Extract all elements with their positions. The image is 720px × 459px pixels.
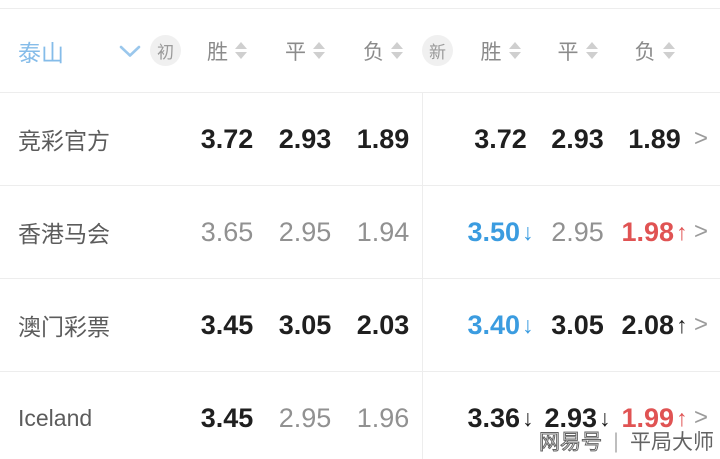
odds-initial-lose: 1.89 [356,123,410,154]
chevron-right-icon[interactable]: > [694,404,709,431]
sort-icon [508,42,521,59]
watermark-author: 平局大师 [630,431,714,454]
table-row[interactable]: 香港马会 3.65 2.95 1.94 3.50 ↓ 2.95 1.98 ↑ > [0,185,720,278]
odds-initial-win: 3.72 [200,123,254,154]
odds-latest-win: 3.40 ↓ [467,309,534,340]
odds-latest-draw: 2.93 [551,123,604,154]
odds-initial-draw: 2.95 [278,402,332,433]
odds-latest-lose: 1.89 [628,123,681,154]
odds-latest-draw: 3.05 [551,309,604,340]
up-arrow-icon: ↑ [676,218,688,245]
odds-initial-draw: 2.93 [278,123,332,154]
bookmaker-name: 竞彩官方 [18,128,110,154]
latest-odds-badge: 新 [422,35,453,66]
table-row[interactable]: 澳门彩票 3.45 3.05 2.03 3.40 ↓ 3.05 2.08 ↑ > [0,278,720,371]
table-row[interactable]: Iceland 3.45 2.95 1.96 3.36 ↓ 2.93 ↓ 1.99 ↑… [0,371,720,459]
watermark: 网易号 ｜ 平局大师 [539,426,715,456]
odds-latest-draw: 2.93 ↓ [544,402,611,433]
sort-icon [235,42,247,59]
odds-initial-lose: 1.96 [356,402,410,433]
sort-icon [391,42,403,59]
down-arrow-icon: ↓ [522,404,534,431]
chevron-right-icon[interactable]: > [694,125,709,152]
chevron-down-icon [119,45,141,57]
bookmaker-name: Iceland [18,404,93,431]
sort-latest-draw[interactable]: 平 [539,9,616,92]
column-divider [422,372,462,459]
sort-icon [585,42,598,59]
column-label: 负 [634,40,656,64]
odds-latest-lose: 1.99 ↑ [621,402,688,433]
sort-latest-win[interactable]: 胜 [462,9,539,92]
odds-initial-lose: 1.94 [356,216,410,247]
sort-initial-win[interactable]: 胜 [188,9,266,92]
sort-latest-lose[interactable]: 负 [616,9,693,92]
sort-icon [313,42,325,59]
odds-latest-lose: 1.98 ↑ [621,216,688,247]
odds-initial-lose: 2.03 [356,309,410,340]
top-divider [0,8,720,9]
odds-latest-win: 3.36 ↓ [467,402,534,433]
sort-initial-draw[interactable]: 平 [266,9,344,92]
table-row[interactable]: 竞彩官方 3.72 2.93 1.89 3.72 2.93 1.89 > [0,92,720,185]
down-arrow-icon: ↓ [522,311,534,338]
column-divider [422,93,462,185]
bookmaker-name: 香港马会 [18,221,110,247]
odds-latest-draw: 2.95 [551,216,604,247]
odds-latest-win: 3.72 [474,123,527,154]
column-label: 负 [363,40,384,64]
chevron-right-icon[interactable]: > [694,311,709,338]
odds-initial-win: 3.45 [200,402,254,433]
sort-icon [662,42,675,59]
team-selector[interactable]: 泰山 [0,9,150,92]
watermark-separator: ｜ [606,432,626,455]
down-arrow-icon: ↓ [522,218,534,245]
up-arrow-icon: ↑ [676,404,688,431]
team-name: 泰山 [18,39,64,66]
column-divider [422,186,462,278]
up-arrow-icon: ↑ [676,311,688,338]
initial-odds-badge: 初 [150,35,181,66]
chevron-right-icon[interactable]: > [694,218,709,245]
sort-initial-lose[interactable]: 负 [344,9,422,92]
column-label: 胜 [480,40,502,64]
column-label: 平 [557,40,579,64]
bookmaker-name: 澳门彩票 [18,314,110,340]
watermark-brand: 网易号 [539,431,603,455]
odds-latest-win: 3.50 ↓ [467,216,534,247]
table-header: 泰山 初 胜 平 负 新 胜 平 负 [0,9,720,92]
column-divider [422,279,462,371]
column-label: 平 [285,40,306,64]
down-arrow-icon: ↓ [599,404,611,431]
odds-initial-win: 3.65 [200,216,254,247]
odds-initial-draw: 2.95 [278,216,332,247]
odds-latest-lose: 2.08 ↑ [621,309,688,340]
odds-initial-draw: 3.05 [278,309,332,340]
column-label: 胜 [207,40,228,64]
odds-initial-win: 3.45 [200,309,254,340]
